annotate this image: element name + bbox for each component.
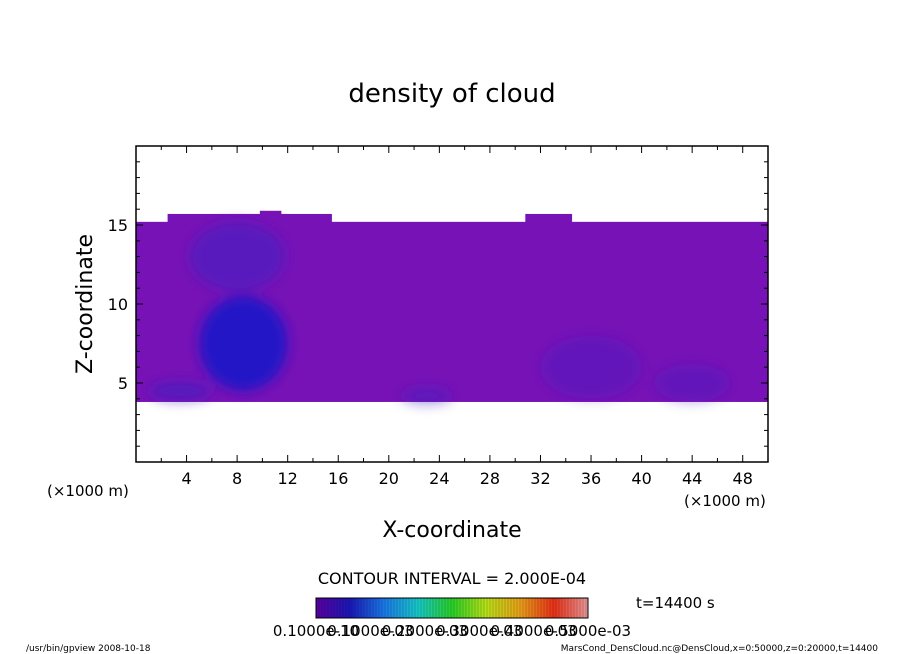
- colorbar: [315, 597, 589, 619]
- x-tick-label: 32: [530, 469, 550, 488]
- x-tick-label: 20: [379, 469, 399, 488]
- cloud-top-bump-0: [167, 213, 332, 223]
- x-tick-label: 44: [682, 469, 702, 488]
- x-tick-label: 8: [232, 469, 242, 488]
- cloud-top-bump-1: [259, 210, 282, 223]
- colorbar-label: 0.4000e-03: [490, 622, 576, 640]
- colorbar-label: 0.1000e-03: [327, 622, 413, 640]
- x-tick-label: 24: [429, 469, 449, 488]
- x-tick-label: 16: [328, 469, 348, 488]
- footer-left: /usr/bin/gpview 2008-10-18: [26, 644, 151, 654]
- colorbar-frame: [315, 597, 589, 619]
- x-tick-label: 28: [480, 469, 500, 488]
- x-tick-label: 36: [581, 469, 601, 488]
- heatmap-area: [136, 210, 768, 404]
- density-blob-4: [540, 335, 642, 399]
- cloud-top-bump-2: [525, 213, 573, 223]
- colorbar-label: 0.5000e-03: [545, 622, 631, 640]
- y-axis-label: Z-coordinate: [73, 234, 98, 374]
- x-tick-label: 48: [733, 469, 753, 488]
- y-tick-label: 5: [118, 374, 128, 393]
- colorbar-label: 0.1000e-10: [273, 622, 359, 640]
- colorbar-gradient: [316, 598, 588, 618]
- density-blob-3: [401, 387, 452, 404]
- x-unit-left: (×1000 m): [47, 482, 129, 500]
- density-blob-1: [189, 221, 286, 292]
- x-tick-label: 40: [631, 469, 651, 488]
- x-axis-label: X-coordinate: [382, 518, 521, 543]
- colorbar-stripes: [318, 598, 587, 618]
- x-axis: 4 8 12 16 20 24 28 32 36 40 44 48: [135, 146, 769, 488]
- footer-right: MarsCond_DensCloud.nc@DensCloud,x=0:5000…: [561, 644, 878, 654]
- y-axis: 5 10 15: [108, 145, 768, 463]
- contour-interval-label: CONTOUR INTERVAL = 2.000E-04: [318, 569, 586, 588]
- density-blob-5: [654, 364, 731, 402]
- density-blob-2: [148, 381, 212, 401]
- colorbar-label: 0.2000e-03: [382, 622, 468, 640]
- density-blob-0: [199, 296, 288, 391]
- y-tick-label: 15: [108, 216, 128, 235]
- cloud-density-blobs: [148, 221, 731, 404]
- time-label: t=14400 s: [636, 594, 715, 612]
- x-tick-label: 12: [278, 469, 298, 488]
- y-tick-label: 10: [108, 295, 128, 314]
- colorbar-label: 0.3000e-03: [436, 622, 522, 640]
- x-unit-right: (×1000 m): [684, 492, 766, 510]
- colorbar-labels: 0.1000e-100.1000e-030.2000e-030.3000e-03…: [273, 622, 631, 640]
- x-tick-label: 4: [181, 469, 191, 488]
- chart-title: density of cloud: [348, 79, 555, 109]
